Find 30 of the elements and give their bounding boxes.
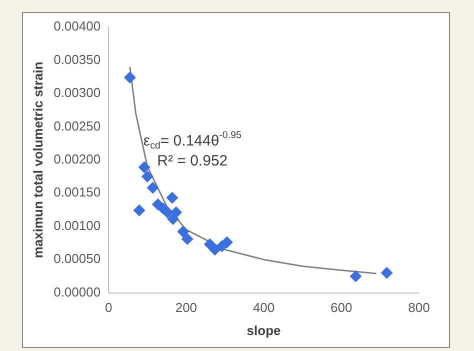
point (124, 72, 136, 84)
y-tick-label: 0.00150 (54, 184, 101, 200)
y-tick-label: 0.00100 (54, 218, 101, 233)
point (181, 232, 194, 245)
y-tick-label: 0.00000 (54, 284, 101, 300)
point (380, 266, 393, 279)
point (170, 206, 182, 218)
point (177, 226, 190, 238)
point (220, 236, 233, 248)
annotation: R² = 0.952 (157, 152, 228, 170)
y-tick-label: 0.00050 (54, 251, 101, 266)
point (166, 192, 178, 204)
x-tick-label: 0 (104, 300, 112, 316)
point (133, 204, 146, 216)
point (208, 244, 221, 256)
point (146, 182, 159, 194)
y-tick-label: 0.00250 (54, 118, 101, 134)
x-tick-label: 400 (252, 300, 275, 316)
y-tick-label: 0.00350 (54, 52, 101, 67)
y-tick-label: 0.00200 (54, 151, 101, 166)
point (138, 161, 150, 174)
x-tick-label: 200 (175, 300, 198, 316)
y-tick-label: 0.00400 (54, 18, 101, 34)
x-tick-label: 800 (408, 300, 430, 316)
y-axis-title: maximun total volumetric strain (30, 62, 46, 258)
x-axis-title: slope (246, 322, 281, 338)
point (141, 170, 154, 183)
y-tick-label: 0.00300 (54, 85, 101, 100)
x-tick-label: 600 (330, 300, 352, 316)
point (350, 270, 362, 282)
